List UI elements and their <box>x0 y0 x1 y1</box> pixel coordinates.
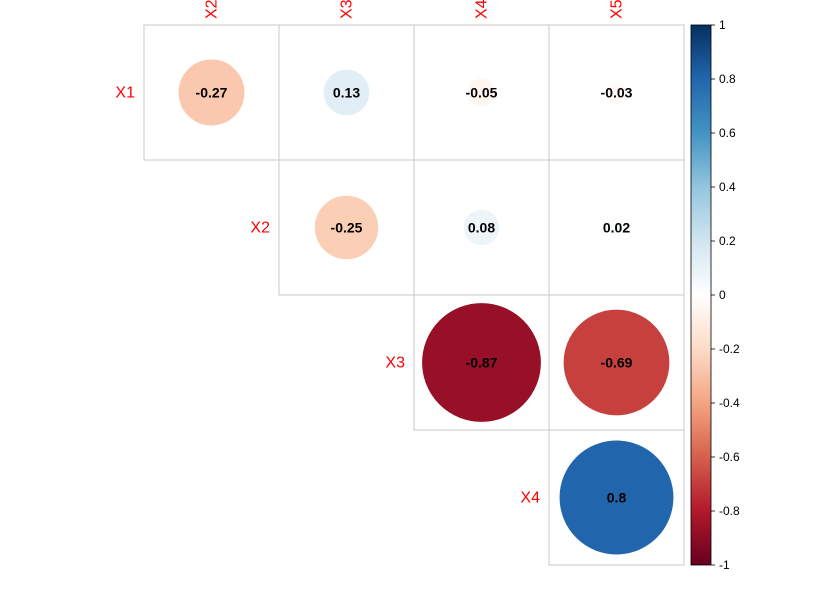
circle-X1-X3 <box>323 69 370 116</box>
colorbar-tick-label: 1 <box>719 18 726 32</box>
colorbar-tick-label: -0.8 <box>719 504 740 518</box>
colorbar-tick-label: -0.2 <box>719 342 740 356</box>
coef-label-X1-X3: 0.13 <box>333 85 360 101</box>
colorbar-tick-label: -1 <box>719 558 730 572</box>
labels-layer: X1 X2 X3 X4 X2 X3 X4 X5 <box>115 0 625 507</box>
coef-label-X2-X4: 0.08 <box>468 220 495 236</box>
row-label-X2: X2 <box>250 220 270 237</box>
colorbar-tick-label: 0.6 <box>719 126 736 140</box>
coef-label-X1-X5: -0.03 <box>601 85 633 101</box>
coef-label-X3-X5: -0.69 <box>601 355 633 371</box>
row-label-X3: X3 <box>385 355 405 372</box>
coef-label-X1-X2: -0.27 <box>196 85 228 101</box>
circle-X2-X5 <box>607 218 626 237</box>
circle-X1-X5 <box>605 81 628 104</box>
row-label-X4: X4 <box>520 490 540 507</box>
cell-X4-X5 <box>548 429 685 566</box>
colorbar: 1 0.8 0.6 0.4 0.2 0 -0.2 -0.4 -0.6 -0.8 -1 <box>690 18 740 572</box>
colorbar-tick-label: 0.4 <box>719 180 736 194</box>
circle-X2-X4 <box>463 209 500 246</box>
row-label-X1: X1 <box>115 85 135 102</box>
coef-label-X1-X4: -0.05 <box>466 85 498 101</box>
coef-label-X3-X4: -0.87 <box>466 355 498 371</box>
colorbar-tick-label: 0.8 <box>719 72 736 86</box>
col-label-X3: X3 <box>339 0 356 19</box>
coef-label-X4-X5: 0.8 <box>607 490 627 506</box>
coef-label-X2-X5: 0.02 <box>603 220 630 236</box>
circle-X3-X5 <box>563 309 670 416</box>
col-label-X2: X2 <box>204 0 221 19</box>
circle-X1-X4 <box>466 77 497 108</box>
colorbar-tick-label: 0 <box>719 288 726 302</box>
colorbar-tick-label: -0.6 <box>719 450 740 464</box>
circle-X4-X5 <box>558 439 675 556</box>
cells-layer: -0.27 0.13 -0.05 -0.03 -0.25 0.08 0.02 -0.87 -0.… <box>143 24 685 566</box>
circle-X2-X3 <box>314 195 379 260</box>
col-label-X5: X5 <box>609 0 626 19</box>
circle-X1-X2 <box>177 58 246 127</box>
colorbar-tick-label: 0.2 <box>719 234 736 248</box>
circle-X3-X4 <box>421 302 542 423</box>
colorbar-tick-label: -0.4 <box>719 396 740 410</box>
colorbar-gradient <box>691 25 711 565</box>
col-label-X4: X4 <box>474 0 491 19</box>
coef-label-X2-X3: -0.25 <box>331 220 363 236</box>
